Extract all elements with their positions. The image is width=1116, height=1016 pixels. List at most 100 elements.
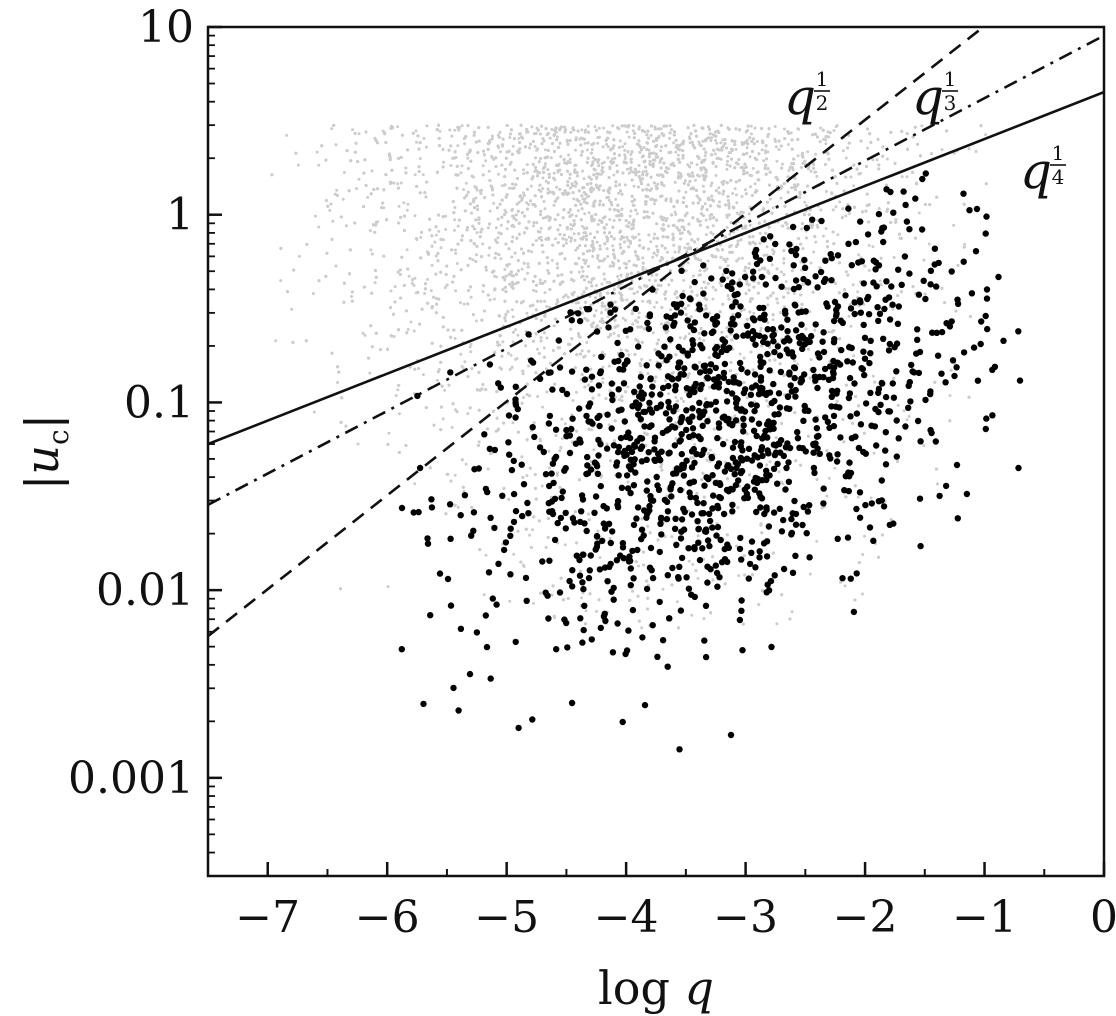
gray-point xyxy=(469,350,473,354)
gray-point xyxy=(580,224,584,228)
gray-point xyxy=(527,203,531,206)
gray-point xyxy=(700,207,704,211)
gray-point xyxy=(702,339,706,342)
gray-point xyxy=(569,223,573,226)
gray-point xyxy=(580,128,584,132)
gray-point xyxy=(601,365,605,369)
gray-point xyxy=(814,240,818,244)
gray-point xyxy=(389,289,393,293)
gray-point xyxy=(534,156,538,160)
gray-point xyxy=(790,269,794,273)
gray-point xyxy=(542,346,546,350)
gray-point xyxy=(439,246,443,250)
gray-point xyxy=(406,202,410,206)
gray-point xyxy=(698,360,702,364)
gray-point xyxy=(852,184,856,188)
gray-point xyxy=(809,261,813,265)
gray-point xyxy=(856,290,860,294)
gray-point xyxy=(647,148,651,152)
gray-point xyxy=(638,238,642,242)
gray-point xyxy=(512,552,516,556)
gray-point xyxy=(610,203,614,207)
gray-point xyxy=(635,212,639,216)
gray-point xyxy=(539,299,543,303)
gray-point xyxy=(290,307,294,311)
gray-point xyxy=(596,141,600,145)
gray-point xyxy=(543,279,547,283)
gray-point xyxy=(387,431,391,435)
gray-point xyxy=(833,466,837,470)
gray-point xyxy=(535,221,539,225)
gray-point xyxy=(618,139,622,143)
gray-point xyxy=(891,307,895,311)
gray-point xyxy=(704,218,708,222)
gray-point xyxy=(444,214,448,218)
gray-point xyxy=(469,342,473,346)
gray-point xyxy=(492,201,496,205)
gray-point xyxy=(492,351,496,355)
gray-point xyxy=(597,126,601,130)
gray-point xyxy=(490,134,494,138)
gray-point xyxy=(759,329,763,333)
gray-point xyxy=(642,145,646,149)
gray-point xyxy=(714,139,718,142)
gray-point xyxy=(871,374,875,378)
gray-point xyxy=(694,178,697,182)
gray-point xyxy=(606,145,610,149)
gray-point xyxy=(768,460,772,464)
gray-point xyxy=(641,268,645,272)
gray-point xyxy=(517,200,521,204)
gray-point xyxy=(550,127,554,131)
gray-point xyxy=(725,163,729,167)
gray-point xyxy=(819,208,823,212)
gray-point xyxy=(495,275,498,279)
gray-point xyxy=(717,186,721,190)
gray-point xyxy=(668,124,672,128)
gray-point xyxy=(475,319,478,323)
gray-point xyxy=(520,455,524,459)
gray-point xyxy=(363,333,367,337)
gray-point xyxy=(405,208,409,212)
gray-point xyxy=(534,289,538,293)
gray-point xyxy=(438,129,442,133)
gray-point xyxy=(602,160,606,164)
gray-point xyxy=(543,291,547,295)
gray-point xyxy=(687,559,691,563)
gray-point xyxy=(737,574,741,578)
gray-point xyxy=(543,207,547,211)
gray-point xyxy=(777,470,781,474)
gray-point xyxy=(574,248,578,252)
gray-point xyxy=(533,145,537,148)
gray-point xyxy=(442,160,446,164)
gray-point xyxy=(653,202,656,206)
gray-point xyxy=(617,278,621,282)
gray-point xyxy=(659,127,663,131)
gray-point xyxy=(583,212,587,216)
gray-point xyxy=(852,354,856,358)
gray-point xyxy=(695,163,699,167)
gray-point xyxy=(396,182,400,186)
gray-point xyxy=(624,318,627,322)
gray-point xyxy=(660,322,663,326)
gray-point xyxy=(481,290,485,294)
gray-point xyxy=(677,250,681,254)
gray-point xyxy=(637,311,641,315)
gray-point xyxy=(867,244,871,247)
gray-point xyxy=(508,162,512,166)
gray-point xyxy=(396,125,400,129)
gray-point xyxy=(905,418,909,422)
gray-point xyxy=(844,214,848,218)
gray-point xyxy=(279,279,283,283)
gray-point xyxy=(577,270,581,274)
gray-point xyxy=(584,258,588,262)
gray-point xyxy=(844,270,848,274)
gray-point xyxy=(648,162,652,166)
gray-point xyxy=(511,340,515,344)
gray-point xyxy=(492,297,496,301)
gray-point xyxy=(571,399,575,402)
gray-point xyxy=(569,239,573,243)
gray-point xyxy=(595,609,598,613)
gray-point xyxy=(691,274,695,278)
gray-point xyxy=(454,251,458,255)
gray-point xyxy=(419,236,423,239)
